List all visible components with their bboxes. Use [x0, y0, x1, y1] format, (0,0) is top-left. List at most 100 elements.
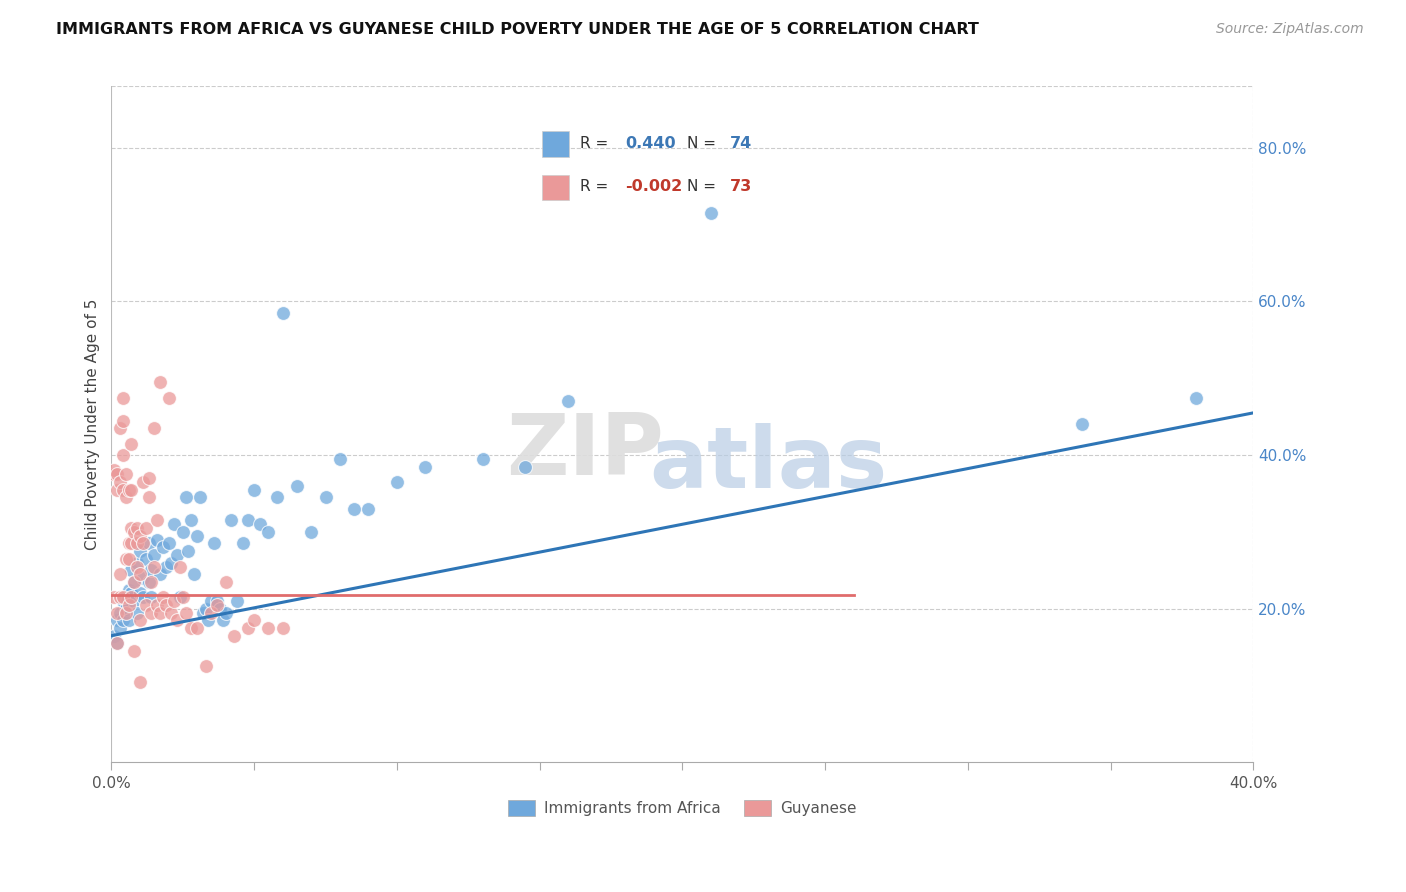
Point: [183, 567, 205, 582]
Point: [257, 524, 280, 539]
Point: [152, 591, 174, 605]
Point: [285, 479, 308, 493]
Point: [120, 521, 142, 535]
Point: [111, 391, 134, 405]
Point: [224, 629, 246, 643]
Text: ZIP: ZIP: [506, 410, 664, 493]
Point: [111, 413, 134, 427]
Point: [149, 375, 172, 389]
Point: [299, 524, 322, 539]
Point: [155, 559, 177, 574]
Text: IMMIGRANTS FROM AFRICA VS GUYANESE CHILD POVERTY UNDER THE AGE OF 5 CORRELATION : IMMIGRANTS FROM AFRICA VS GUYANESE CHILD…: [56, 22, 979, 37]
Point: [129, 567, 152, 582]
Point: [103, 463, 125, 477]
Point: [238, 513, 260, 527]
Point: [146, 533, 169, 547]
Point: [127, 606, 149, 620]
Point: [111, 591, 134, 605]
Point: [343, 502, 366, 516]
Point: [114, 467, 136, 482]
Point: [163, 594, 186, 608]
Point: [117, 613, 139, 627]
Point: [197, 613, 219, 627]
Point: [238, 621, 260, 635]
Point: [120, 536, 142, 550]
Point: [114, 601, 136, 615]
Point: [157, 536, 180, 550]
Text: atlas: atlas: [648, 424, 887, 507]
Point: [200, 594, 222, 608]
Y-axis label: Child Poverty Under the Age of 5: Child Poverty Under the Age of 5: [86, 299, 100, 550]
Point: [202, 536, 225, 550]
Point: [105, 483, 128, 497]
Point: [120, 436, 142, 450]
Point: [122, 594, 145, 608]
Point: [515, 459, 537, 474]
Point: [1071, 417, 1094, 432]
Point: [1185, 391, 1208, 405]
Point: [177, 544, 200, 558]
Point: [120, 586, 142, 600]
Point: [174, 606, 197, 620]
Point: [143, 421, 166, 435]
Point: [143, 559, 166, 574]
Point: [105, 613, 128, 627]
Point: [138, 536, 160, 550]
Point: [111, 483, 134, 497]
Point: [127, 556, 149, 570]
Point: [271, 621, 294, 635]
Point: [135, 552, 157, 566]
Point: [120, 591, 142, 605]
Point: [122, 524, 145, 539]
Point: [117, 536, 139, 550]
Point: [117, 598, 139, 612]
Point: [385, 475, 408, 489]
Point: [415, 459, 437, 474]
Point: [194, 659, 217, 673]
Point: [117, 552, 139, 566]
Point: [232, 536, 254, 550]
Point: [172, 524, 194, 539]
Point: [141, 563, 163, 577]
Point: [180, 621, 202, 635]
Point: [129, 674, 152, 689]
Point: [108, 421, 131, 435]
Point: [105, 606, 128, 620]
Point: [221, 513, 243, 527]
Point: [163, 517, 186, 532]
Point: [132, 571, 155, 585]
Point: [141, 574, 163, 589]
Point: [105, 636, 128, 650]
Point: [122, 574, 145, 589]
Point: [114, 491, 136, 505]
Point: [135, 521, 157, 535]
Point: [315, 491, 337, 505]
Point: [138, 574, 160, 589]
Point: [271, 306, 294, 320]
Point: [120, 563, 142, 577]
Point: [127, 521, 149, 535]
Point: [214, 606, 236, 620]
Point: [114, 552, 136, 566]
Point: [135, 598, 157, 612]
Point: [146, 598, 169, 612]
Point: [111, 448, 134, 462]
Point: [155, 598, 177, 612]
Point: [146, 513, 169, 527]
Point: [108, 567, 131, 582]
Point: [120, 483, 142, 497]
Point: [117, 582, 139, 597]
Point: [166, 548, 188, 562]
Point: [329, 452, 352, 467]
Point: [132, 591, 155, 605]
Point: [138, 491, 160, 505]
Point: [114, 591, 136, 605]
Point: [108, 591, 131, 605]
Point: [557, 394, 579, 409]
Point: [114, 606, 136, 620]
Point: [103, 467, 125, 482]
Point: [122, 644, 145, 658]
Point: [169, 591, 191, 605]
Point: [166, 613, 188, 627]
Point: [174, 491, 197, 505]
